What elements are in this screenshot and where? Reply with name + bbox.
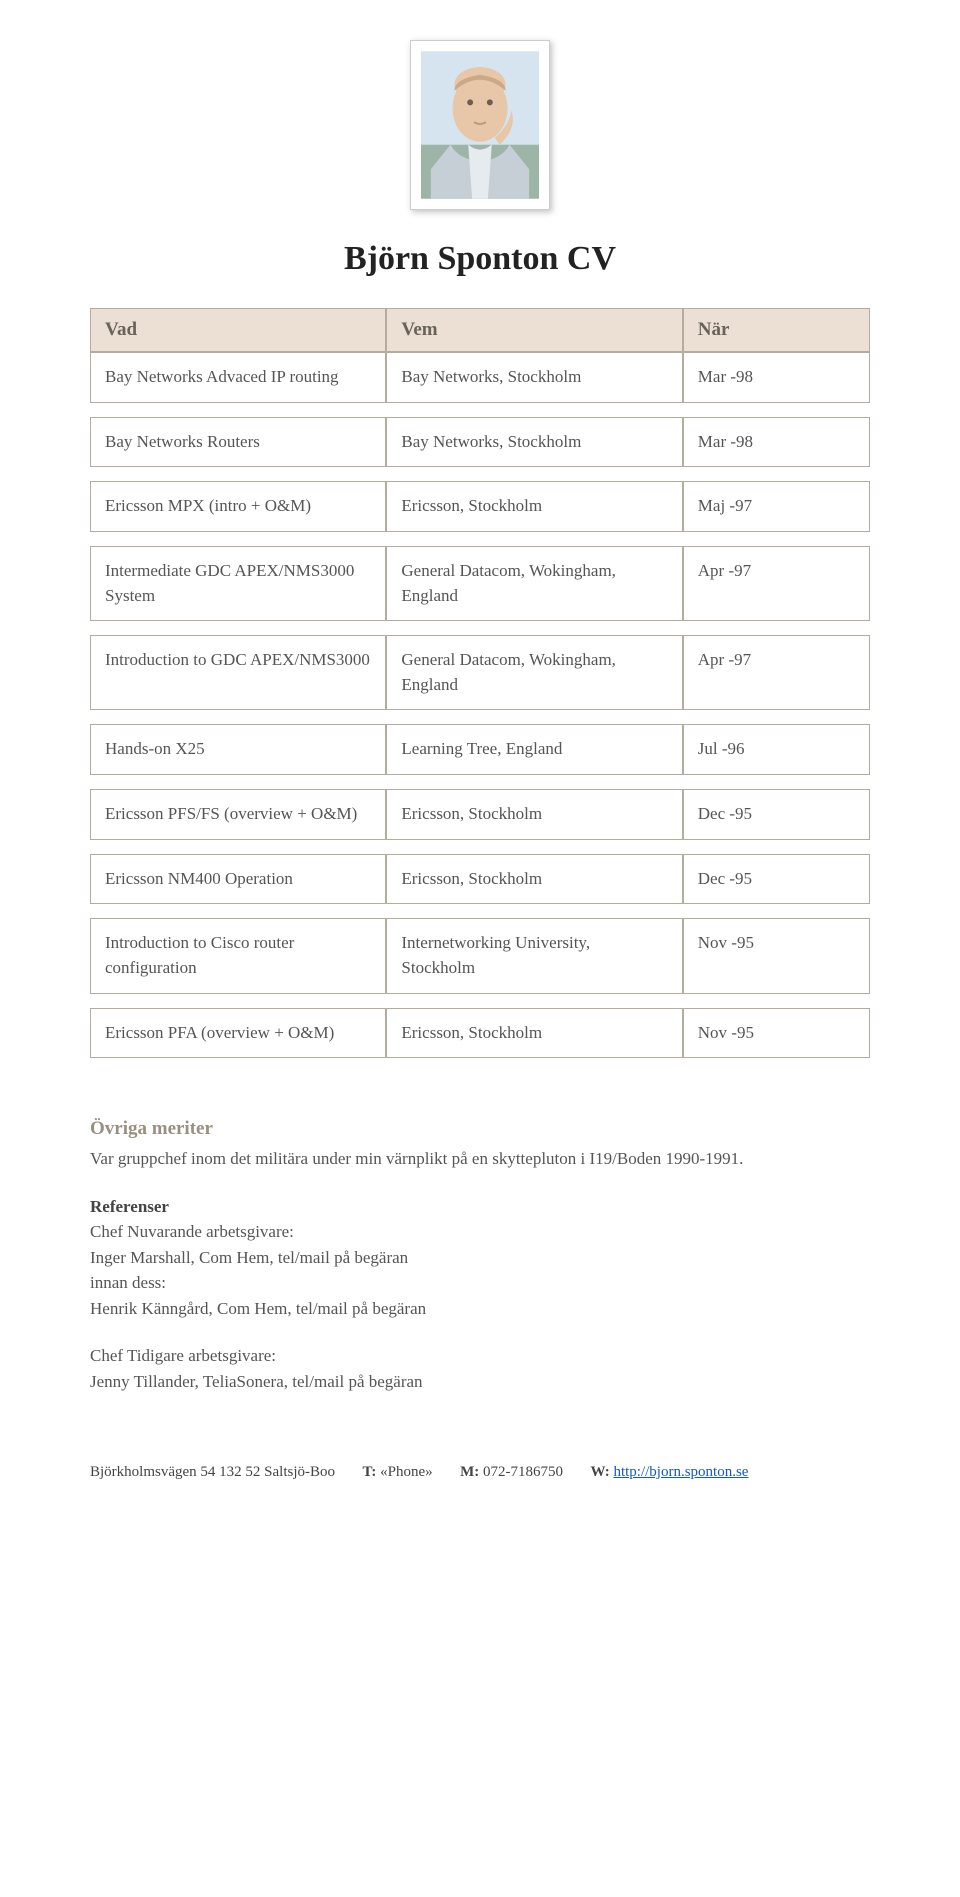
- referenser-heading: Referenser: [90, 1197, 169, 1216]
- cell-vem: Ericsson, Stockholm: [386, 854, 682, 905]
- cell-vem: General Datacom, Wokingham, England: [386, 546, 682, 621]
- ovriga-text: Var gruppchef inom det militära under mi…: [90, 1146, 870, 1172]
- cell-nar: Mar -98: [683, 417, 870, 468]
- cell-nar: Mar -98: [683, 352, 870, 403]
- cell-vem: Learning Tree, England: [386, 724, 682, 775]
- ref-line: Chef Nuvarande arbetsgivare:: [90, 1222, 294, 1241]
- cell-vad: Introduction to Cisco router configurati…: [90, 918, 386, 993]
- footer-t-value: «Phone»: [380, 1464, 433, 1480]
- cell-nar: Nov -95: [683, 918, 870, 993]
- table-row: Introduction to GDC APEX/NMS3000General …: [90, 635, 870, 710]
- cv-header-table: Vad Vem När Bay Networks Advaced IP rout…: [90, 308, 870, 403]
- ref-line: Chef Tidigare arbetsgivare:: [90, 1346, 276, 1365]
- col-header-vad: Vad: [90, 308, 386, 352]
- table-row: Ericsson MPX (intro + O&M)Ericsson, Stoc…: [90, 481, 870, 532]
- footer-w-label: W:: [591, 1464, 610, 1480]
- cell-vad: Bay Networks Routers: [90, 417, 386, 468]
- table-row: Bay Networks Advaced IP routing Bay Netw…: [90, 352, 870, 403]
- cell-vem: Ericsson, Stockholm: [386, 789, 682, 840]
- cell-nar: Apr -97: [683, 546, 870, 621]
- cell-vad: Ericsson PFS/FS (overview + O&M): [90, 789, 386, 840]
- cell-nar: Nov -95: [683, 1008, 870, 1059]
- section-heading-ovriga: Övriga meriter: [90, 1118, 870, 1140]
- cell-vad: Introduction to GDC APEX/NMS3000: [90, 635, 386, 710]
- cell-vem: Bay Networks, Stockholm: [386, 417, 682, 468]
- cell-vad: Ericsson PFA (overview + O&M): [90, 1008, 386, 1059]
- table-row: Intermediate GDC APEX/NMS3000 SystemGene…: [90, 546, 870, 621]
- cv-photo: [410, 40, 550, 210]
- cell-vem: Bay Networks, Stockholm: [386, 352, 682, 403]
- col-header-nar: När: [683, 308, 870, 352]
- cell-vad: Ericsson MPX (intro + O&M): [90, 481, 386, 532]
- cell-nar: Apr -97: [683, 635, 870, 710]
- cell-vad: Ericsson NM400 Operation: [90, 854, 386, 905]
- referenser-block-2: Chef Tidigare arbetsgivare: Jenny Tillan…: [90, 1343, 870, 1394]
- page-footer: Björkholmsvägen 54 132 52 Saltsjö-Boo T:…: [90, 1464, 870, 1481]
- cell-vad: Bay Networks Advaced IP routing: [90, 352, 386, 403]
- cell-vem: Ericsson, Stockholm: [386, 1008, 682, 1059]
- cell-nar: Jul -96: [683, 724, 870, 775]
- portrait-placeholder-icon: [421, 51, 539, 199]
- cell-nar: Maj -97: [683, 481, 870, 532]
- col-header-vem: Vem: [386, 308, 682, 352]
- footer-m-label: M:: [460, 1464, 479, 1480]
- cell-nar: Dec -95: [683, 854, 870, 905]
- ref-line: Henrik Känngård, Com Hem, tel/mail på be…: [90, 1299, 426, 1318]
- ref-line: Jenny Tillander, TeliaSonera, tel/mail p…: [90, 1372, 423, 1391]
- cell-vem: Internetworking University, Stockholm: [386, 918, 682, 993]
- cell-vad: Hands-on X25: [90, 724, 386, 775]
- table-row: Introduction to Cisco router configurati…: [90, 918, 870, 993]
- footer-website-link[interactable]: http://bjorn.sponton.se: [613, 1464, 748, 1480]
- page-title: Björn Sponton CV: [90, 240, 870, 278]
- table-row: Hands-on X25Learning Tree, EnglandJul -9…: [90, 724, 870, 775]
- footer-address: Björkholmsvägen 54 132 52 Saltsjö-Boo: [90, 1464, 335, 1480]
- table-row: Bay Networks RoutersBay Networks, Stockh…: [90, 417, 870, 468]
- cell-nar: Dec -95: [683, 789, 870, 840]
- table-row: Ericsson PFS/FS (overview + O&M)Ericsson…: [90, 789, 870, 840]
- cell-vem: General Datacom, Wokingham, England: [386, 635, 682, 710]
- footer-m-value: 072-7186750: [483, 1464, 563, 1480]
- footer-t-label: T:: [363, 1464, 377, 1480]
- cell-vem: Ericsson, Stockholm: [386, 481, 682, 532]
- table-row: Ericsson NM400 OperationEricsson, Stockh…: [90, 854, 870, 905]
- ref-line: innan dess:: [90, 1273, 166, 1292]
- referenser-block-1: Referenser Chef Nuvarande arbetsgivare: …: [90, 1194, 870, 1322]
- cell-vad: Intermediate GDC APEX/NMS3000 System: [90, 546, 386, 621]
- ref-line: Inger Marshall, Com Hem, tel/mail på beg…: [90, 1248, 408, 1267]
- table-row: Ericsson PFA (overview + O&M)Ericsson, S…: [90, 1008, 870, 1059]
